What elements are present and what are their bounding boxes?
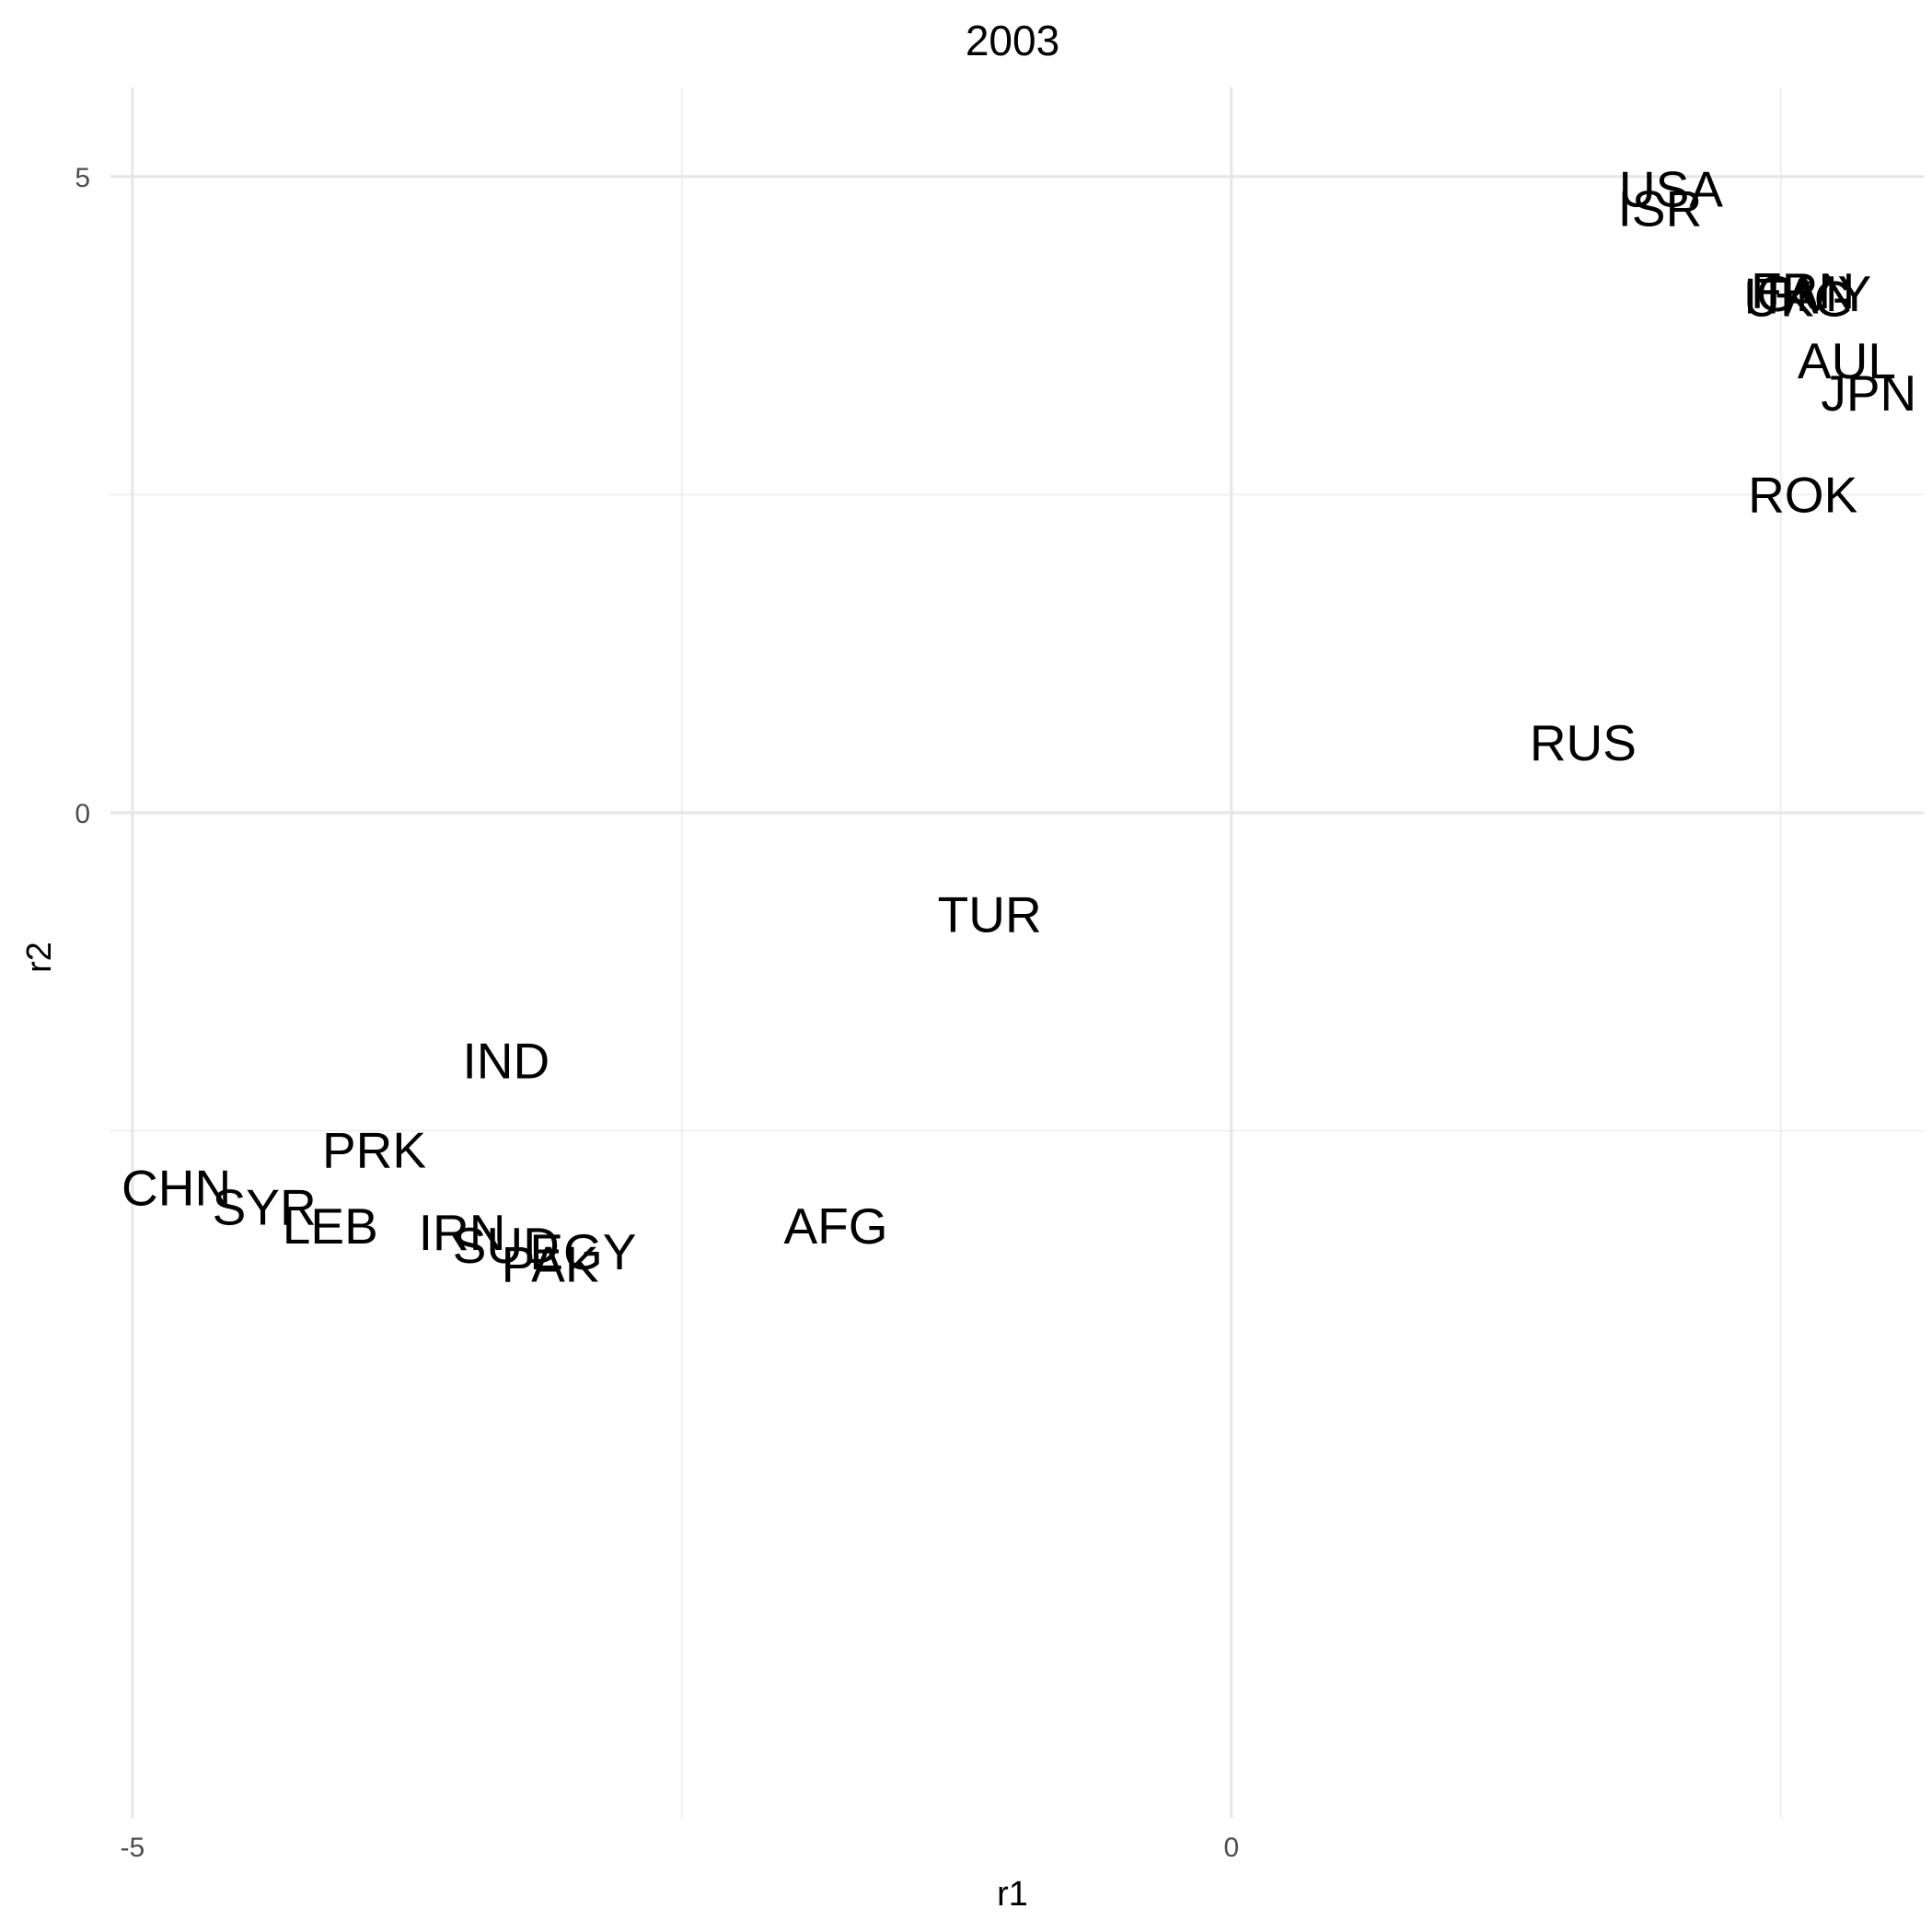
point-label-prk: PRK [322,1121,426,1178]
axis-ticks: -5 0 5 0 [75,163,1239,1863]
point-label-gmy: GMY [1756,265,1871,322]
point-label-rus: RUS [1530,714,1637,771]
point-label-leb: LEB [283,1197,378,1255]
point-label-ita: ITA [1743,268,1819,325]
point-label-ind: IND [462,1033,550,1090]
point-label-egy: EGY [529,1223,636,1280]
x-tick-label: -5 [121,1833,145,1863]
point-label-jpn: JPN [1821,364,1916,422]
chart-title: 2003 [966,17,1059,64]
point-label-chn: CHN [121,1160,231,1217]
point-label-ukg: UKG [1743,270,1853,327]
point-label-aul: AUL [1798,332,1896,389]
point-label-tur: TUR [938,886,1042,943]
grid [110,87,1924,1818]
point-label-rok: ROK [1748,466,1858,523]
y-tick-label: 5 [75,163,90,193]
point-label-sud: SUD [453,1217,560,1274]
y-tick-label: 0 [75,799,90,829]
point-label-frn: FRN [1751,262,1855,319]
point-label-usa: USA [1619,161,1723,218]
point-label-syr: SYR [213,1178,317,1235]
x-axis-title: r1 [997,1875,1028,1914]
point-label-irn: IRN [419,1204,506,1261]
point-label-pak: PAK [502,1236,599,1293]
point-label-afg: AFG [783,1197,887,1255]
y-axis-title: r2 [20,942,59,973]
x-tick-label: 0 [1223,1833,1239,1863]
point-label-isr: ISR [1618,179,1703,237]
